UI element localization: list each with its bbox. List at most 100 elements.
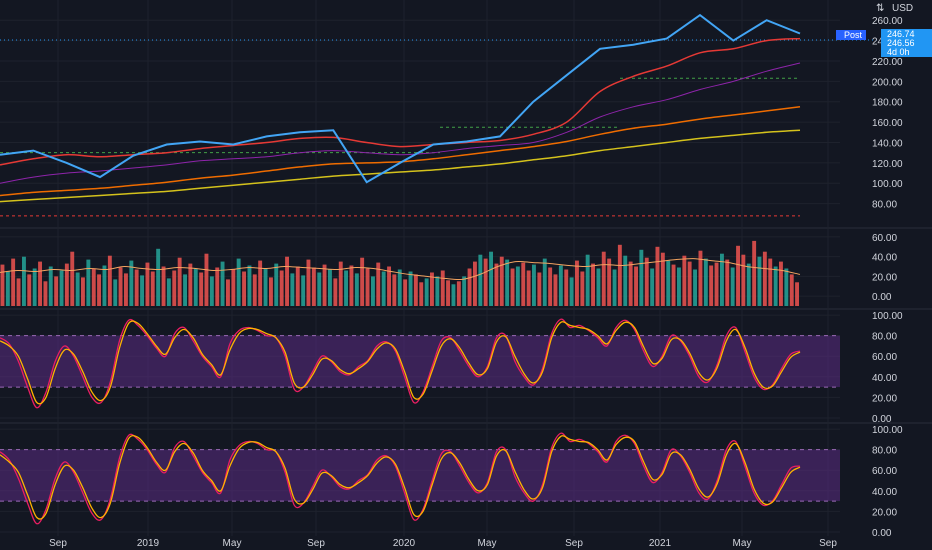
volume-bar: [499, 256, 504, 306]
time-tick-label: 2021: [649, 538, 672, 549]
volume-bar: [446, 280, 450, 306]
volume-bar: [381, 271, 386, 306]
oscillator-2-pane[interactable]: [0, 432, 840, 525]
volume-bar: [387, 266, 391, 306]
volume-pane[interactable]: [0, 240, 801, 306]
time-tick-label: 2020: [393, 538, 416, 549]
volume-bar: [650, 268, 655, 306]
volume-bar: [285, 256, 289, 306]
volume-bar: [687, 261, 692, 306]
last-price-label: 246.56: [887, 38, 915, 48]
price-tick-label: 180.00: [872, 98, 903, 109]
time-tick-label: May: [478, 538, 497, 549]
volume-bars: [0, 240, 799, 306]
price-tick-label: 140.00: [872, 138, 903, 149]
oscillator-2-d-line: [0, 434, 801, 520]
volume-bar: [413, 274, 418, 306]
volume-bar: [236, 258, 241, 306]
volume-bar: [172, 270, 177, 306]
volume-bar: [569, 277, 574, 306]
price-tick-label: 100.00: [872, 179, 903, 190]
volume-bar: [456, 281, 461, 306]
price-tags: Post 246.74 246.56 4d 0h: [836, 29, 932, 57]
volume-bar: [714, 262, 719, 306]
volume-bar: [16, 278, 21, 306]
volume-bar: [612, 269, 617, 306]
volume-bar: [161, 266, 166, 306]
volume-bar: [419, 282, 424, 306]
volume-bar: [730, 267, 735, 306]
volume-bar: [430, 272, 434, 306]
volume-bar: [703, 258, 708, 306]
volume-bar: [515, 266, 520, 306]
volume-bar: [440, 270, 445, 306]
volume-bar: [333, 278, 338, 306]
volume-bar: [134, 269, 139, 306]
currency-label: USD: [892, 3, 913, 14]
volume-bar: [166, 278, 171, 306]
currency-switch-icon[interactable]: ⇅: [876, 3, 884, 14]
ma-purple-line: [0, 62, 801, 184]
volume-bar: [91, 268, 96, 306]
volume-bar: [623, 255, 628, 306]
volume-tick-label: 60.00: [872, 233, 897, 244]
volume-bar: [752, 240, 757, 306]
grid: [0, 0, 932, 536]
volume-bar: [252, 274, 257, 306]
volume-bar: [693, 269, 697, 306]
volume-bar: [5, 271, 10, 306]
volume-bar: [183, 274, 187, 306]
osc1-tick-label: 60.00: [872, 352, 897, 363]
volume-bar: [532, 264, 536, 306]
volume-bar: [473, 261, 477, 306]
volume-ma-line: [0, 258, 801, 281]
volume-bar: [639, 249, 644, 306]
time-tick-label: May: [223, 538, 242, 549]
volume-bar: [553, 274, 558, 306]
price-tick-label: 120.00: [872, 159, 903, 170]
volume-bar: [591, 263, 595, 306]
volume-bar: [59, 270, 64, 306]
volume-bar: [22, 256, 26, 306]
price-tick-label: 80.00: [872, 200, 897, 211]
volume-bar: [521, 262, 526, 306]
countdown-label: 4d 0h: [887, 47, 910, 57]
volume-bar: [269, 277, 273, 306]
volume-bar: [263, 268, 268, 306]
volume-bar: [784, 268, 789, 306]
volume-bar: [424, 278, 429, 306]
price-tick-label: 220.00: [872, 57, 903, 68]
volume-bar: [274, 263, 279, 306]
volume-bar: [575, 260, 579, 306]
volume-bar: [11, 258, 16, 306]
volume-bar: [317, 272, 322, 306]
volume-bar: [709, 265, 714, 306]
oscillator-1-pane[interactable]: [0, 318, 840, 409]
volume-bar: [301, 275, 306, 306]
post-price-label: 246.74: [887, 29, 915, 39]
volume-bar: [129, 260, 134, 306]
volume-bar: [328, 269, 332, 306]
volume-bar: [725, 259, 730, 306]
volume-bar: [526, 270, 531, 306]
volume-bar: [789, 274, 794, 306]
volume-bar: [757, 256, 762, 306]
oscillator-1-d-line: [0, 320, 801, 405]
time-axis[interactable]: Sep 2019 May Sep 2020 May Sep 2021 May Sep: [49, 538, 837, 549]
volume-bar: [408, 271, 413, 306]
volume-bar: [537, 272, 542, 306]
volume-bar: [204, 253, 209, 306]
price-pane[interactable]: [0, 13, 880, 217]
price-axis[interactable]: 260.00240.00220.00200.00180.00160.00140.…: [872, 16, 903, 539]
volume-bar: [720, 253, 724, 306]
volume-bar: [188, 263, 193, 306]
volume-bar: [671, 264, 676, 306]
oscillator-1-lines: [0, 318, 840, 409]
volume-bar: [215, 267, 220, 306]
volume-bar: [43, 281, 48, 306]
volume-bar: [220, 261, 225, 306]
volume-bar: [97, 274, 101, 306]
volume-bar: [607, 258, 612, 306]
volume-bar: [113, 279, 118, 306]
